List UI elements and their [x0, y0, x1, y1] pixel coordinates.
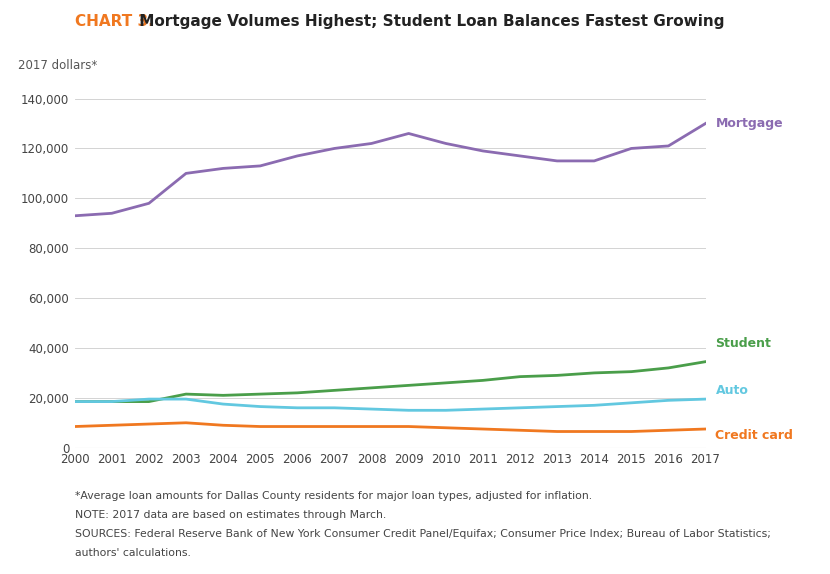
Text: *Average loan amounts for Dallas County residents for major loan types, adjusted: *Average loan amounts for Dallas County …	[75, 491, 592, 501]
Text: Auto: Auto	[715, 384, 749, 397]
Text: Mortgage Volumes Highest; Student Loan Balances Fastest Growing: Mortgage Volumes Highest; Student Loan B…	[134, 14, 725, 29]
Text: CHART 3.: CHART 3.	[75, 14, 154, 29]
Text: authors' calculations.: authors' calculations.	[75, 548, 191, 557]
Text: Student: Student	[715, 337, 771, 350]
Text: NOTE: 2017 data are based on estimates through March.: NOTE: 2017 data are based on estimates t…	[75, 510, 386, 519]
Text: SOURCES: Federal Reserve Bank of New York Consumer Credit Panel/Equifax; Consume: SOURCES: Federal Reserve Bank of New Yor…	[75, 529, 770, 538]
Text: 2017 dollars*: 2017 dollars*	[18, 59, 97, 72]
Text: Mortgage: Mortgage	[715, 117, 783, 130]
Text: Credit card: Credit card	[715, 429, 793, 442]
